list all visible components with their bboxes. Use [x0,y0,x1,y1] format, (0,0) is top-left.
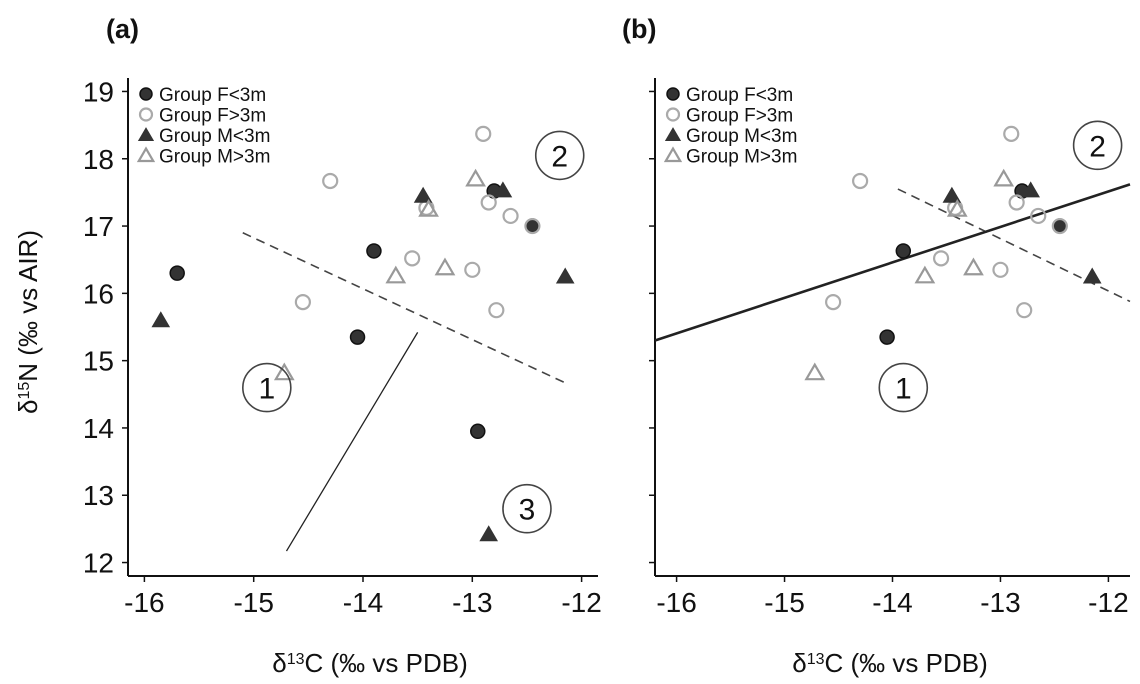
legend-marker [665,107,681,122]
legend-marker [666,87,680,101]
x-tick-label: -12 [1088,587,1128,618]
data-point [1003,125,1020,142]
region-label: 2 [551,140,568,173]
y-tick-label: 12 [83,548,114,579]
x-tick-label: -13 [452,587,492,618]
legend-marker [663,146,683,163]
data-point [502,207,519,225]
x-tick-label: -16 [656,587,696,618]
y-tick-label: 17 [83,211,114,242]
data-point [418,198,439,217]
legend-label: Group F>3m [159,106,266,127]
legend-label: Group M>3m [686,147,797,168]
x-tick-label: -14 [343,587,383,618]
data-point [464,261,481,278]
data-point [1021,181,1041,198]
dashed-trend-line [897,188,1131,303]
region-circle [502,483,552,534]
dashed-trend-line [242,232,566,384]
data-point [963,257,984,276]
data-point [480,194,497,211]
legend-label: Group M>3m [159,147,270,168]
data-point [366,243,382,259]
solid-trend-line [285,332,419,552]
panel-a-xlabel: δ13C (‰ vs PDB) [272,648,468,678]
legend-marker [137,127,155,142]
data-point [879,329,895,345]
solid-trend-line [654,183,1131,342]
data-point [294,294,311,311]
y-tick-label: 19 [83,76,114,107]
x-tick-label: -14 [872,587,912,618]
panel-b-xlabel: δ13C (‰ vs PDB) [792,648,988,678]
legend-marker [139,87,153,101]
region-label: 1 [895,373,912,406]
data-point [1030,207,1047,225]
data-point [169,265,185,281]
region-circle [242,362,292,413]
data-point [413,186,433,203]
panel-a-ylabel: δ15N (‰ vs AIR) [13,230,43,414]
data-point [1051,217,1068,235]
x-tick-label: -13 [980,587,1020,618]
region-circle [534,130,585,181]
data-point [475,125,492,142]
data-point [349,329,366,345]
legend-label: Group M<3m [686,126,797,147]
legend-label: Group M<3m [159,126,270,147]
y-tick-label: 18 [83,144,114,175]
legend-label: Group F<3m [686,85,793,106]
panel-b-label: (b) [622,14,656,44]
data-point [804,362,826,381]
region-circle [878,362,929,413]
region-circle [1072,120,1123,171]
x-tick-label: -16 [124,587,164,618]
x-tick-label: -15 [764,587,804,618]
data-point [895,243,912,259]
data-point [1082,267,1102,284]
legend-marker [136,146,156,163]
panel-a-label: (a) [106,14,139,44]
x-tick-label: -15 [233,587,273,618]
data-point [434,257,456,276]
data-point [404,250,421,267]
data-point [825,294,842,311]
data-point [322,172,339,190]
legend-marker [138,107,154,122]
data-point [524,217,541,235]
data-point [1016,302,1033,319]
region-label: 3 [519,494,536,527]
data-point [914,265,936,284]
data-point [465,168,486,187]
legend-marker [664,127,682,142]
legend-label: Group F>3m [686,106,793,127]
y-tick-label: 13 [83,480,114,511]
region-label: 1 [258,373,275,406]
data-point [488,302,505,319]
data-point [470,423,486,440]
data-point [992,261,1009,278]
data-point [479,525,499,542]
y-tick-label: 15 [83,346,114,377]
legend-label: Group F<3m [159,85,266,106]
data-point [273,362,295,381]
data-point [852,172,869,190]
data-point [151,311,171,328]
data-point [1008,194,1025,211]
data-point [993,168,1015,187]
y-tick-label: 16 [83,278,114,309]
data-point [942,186,962,203]
data-point [385,265,407,284]
data-point [493,181,513,198]
region-label: 2 [1089,130,1106,163]
data-point [946,198,968,217]
data-point [555,267,575,284]
y-tick-label: 14 [83,413,114,444]
x-tick-label: -12 [561,587,601,618]
data-point [932,250,950,267]
